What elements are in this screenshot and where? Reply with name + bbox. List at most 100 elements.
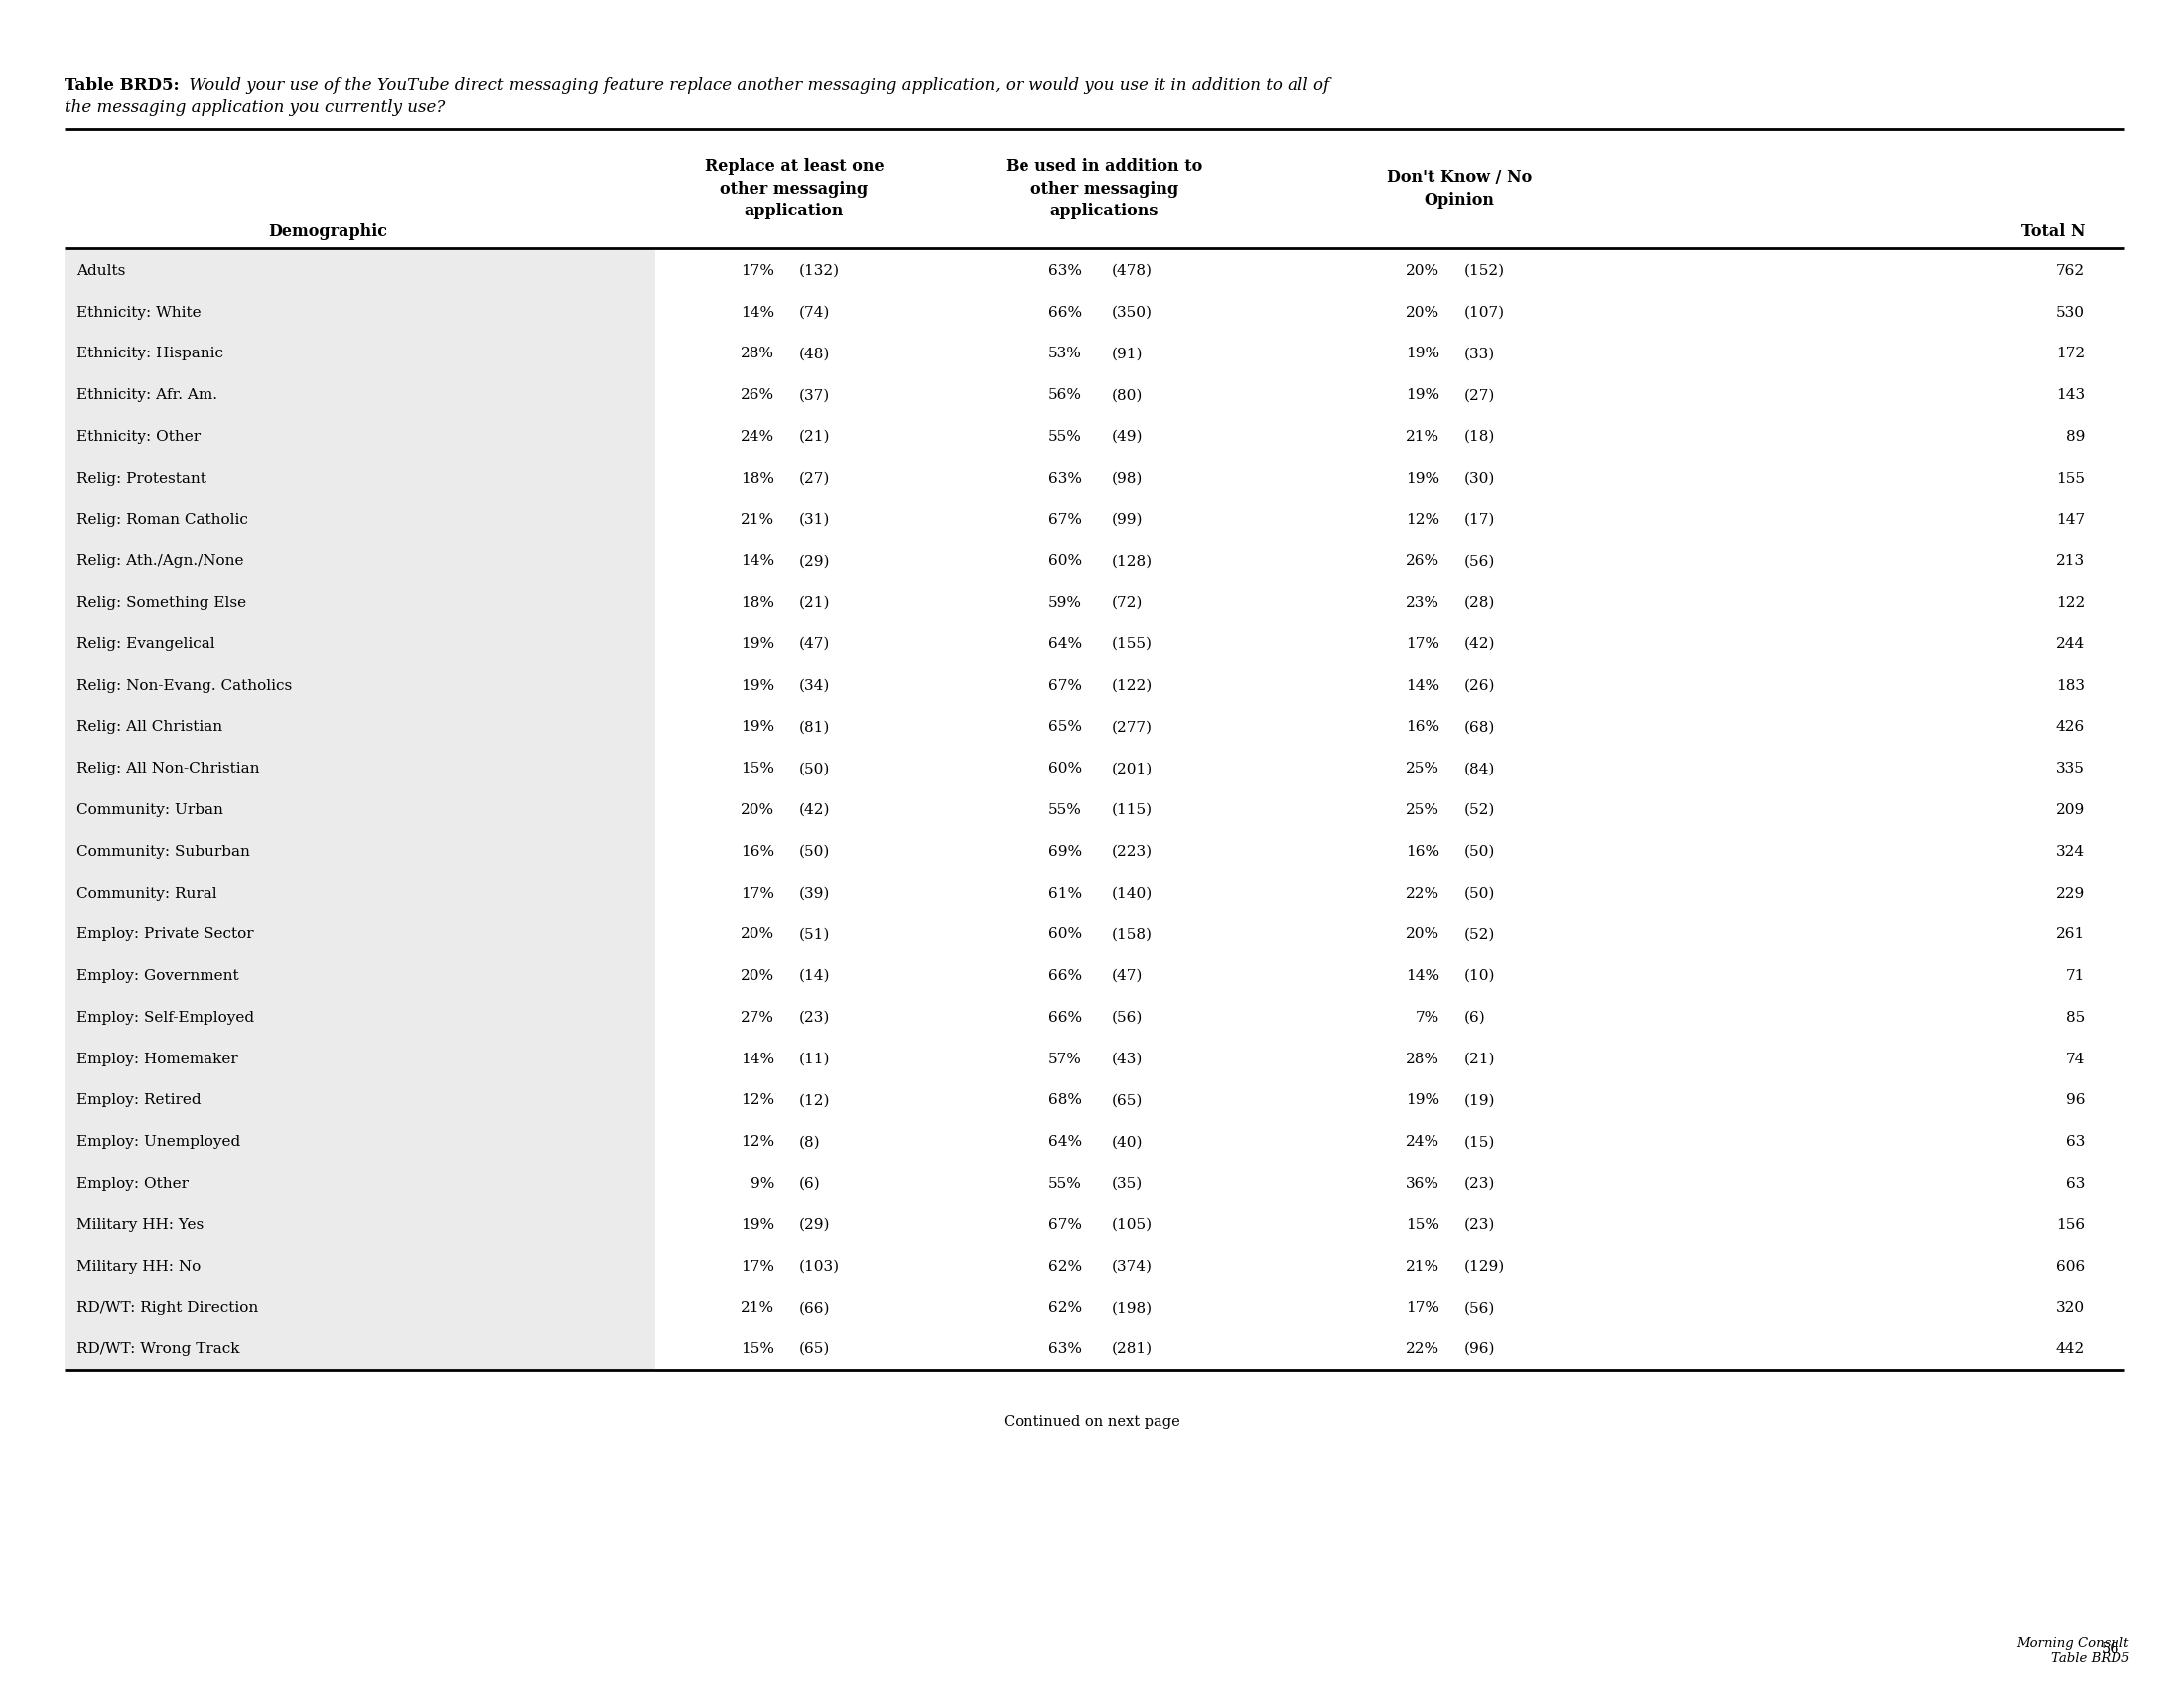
Text: 17%: 17%: [740, 1259, 775, 1273]
Text: Relig: Ath./Agn./None: Relig: Ath./Agn./None: [76, 554, 245, 569]
Text: (19): (19): [1463, 1094, 1496, 1107]
Text: (27): (27): [799, 471, 830, 486]
Text: (98): (98): [1112, 471, 1142, 486]
Text: 21%: 21%: [740, 513, 775, 527]
Text: (31): (31): [799, 513, 830, 527]
Text: 762: 762: [2055, 263, 2086, 279]
Bar: [66, 1328, 655, 1371]
Text: Table BRD5:: Table BRD5:: [66, 78, 179, 95]
Bar: [66, 375, 655, 417]
Text: (74): (74): [799, 306, 830, 319]
Bar: [66, 1246, 655, 1288]
Text: 69%: 69%: [1048, 844, 1081, 859]
Text: (29): (29): [799, 554, 830, 569]
Text: (115): (115): [1112, 803, 1153, 817]
Text: 62%: 62%: [1048, 1259, 1081, 1273]
Text: (56): (56): [1463, 554, 1496, 569]
Text: (43): (43): [1112, 1052, 1142, 1067]
Text: 26%: 26%: [740, 388, 775, 402]
Text: 67%: 67%: [1048, 1219, 1081, 1232]
Text: (39): (39): [799, 886, 830, 900]
Text: (42): (42): [1463, 638, 1496, 652]
Text: (158): (158): [1112, 928, 1153, 942]
Text: (99): (99): [1112, 513, 1142, 527]
Text: (140): (140): [1112, 886, 1153, 900]
Text: 156: 156: [2055, 1219, 2086, 1232]
Text: (65): (65): [1112, 1094, 1142, 1107]
Text: 19%: 19%: [740, 721, 775, 734]
Bar: [66, 1288, 655, 1328]
Text: 324: 324: [2055, 844, 2086, 859]
Text: (48): (48): [799, 348, 830, 361]
Text: 530: 530: [2055, 306, 2086, 319]
Text: 21%: 21%: [1406, 430, 1439, 444]
Bar: [66, 292, 655, 333]
Text: Be used in addition to
other messaging
applications: Be used in addition to other messaging a…: [1007, 159, 1203, 219]
Text: (68): (68): [1463, 721, 1496, 734]
Text: 213: 213: [2055, 554, 2086, 569]
Text: 15%: 15%: [740, 761, 775, 776]
Text: 55%: 55%: [1048, 430, 1081, 444]
Text: 147: 147: [2055, 513, 2086, 527]
Text: Relig: All Non-Christian: Relig: All Non-Christian: [76, 761, 260, 776]
Text: 55%: 55%: [1048, 803, 1081, 817]
Text: Community: Rural: Community: Rural: [76, 886, 216, 900]
Text: 63: 63: [2066, 1177, 2086, 1190]
Text: (33): (33): [1463, 348, 1496, 361]
Text: Would your use of the YouTube direct messaging feature replace another messaging: Would your use of the YouTube direct mes…: [183, 78, 1330, 95]
Bar: [66, 1121, 655, 1163]
Text: (17): (17): [1463, 513, 1496, 527]
Text: 183: 183: [2055, 679, 2086, 692]
Text: (42): (42): [799, 803, 830, 817]
Bar: [66, 707, 655, 748]
Text: Employ: Private Sector: Employ: Private Sector: [76, 928, 253, 942]
Text: 17%: 17%: [740, 263, 775, 279]
Text: 26%: 26%: [1406, 554, 1439, 569]
Text: 68%: 68%: [1048, 1094, 1081, 1107]
Text: Relig: Evangelical: Relig: Evangelical: [76, 638, 214, 652]
Text: Relig: Non-Evang. Catholics: Relig: Non-Evang. Catholics: [76, 679, 293, 692]
Text: 22%: 22%: [1406, 1342, 1439, 1357]
Bar: [66, 623, 655, 665]
Text: Replace at least one
other messaging
application: Replace at least one other messaging app…: [705, 159, 885, 219]
Text: 20%: 20%: [740, 969, 775, 982]
Text: (105): (105): [1112, 1219, 1153, 1232]
Text: Ethnicity: Other: Ethnicity: Other: [76, 430, 201, 444]
Bar: [66, 500, 655, 540]
Text: 66%: 66%: [1048, 969, 1081, 982]
Text: 335: 335: [2055, 761, 2086, 776]
Text: Employ: Homemaker: Employ: Homemaker: [76, 1052, 238, 1067]
Text: 61%: 61%: [1048, 886, 1081, 900]
Text: 261: 261: [2055, 928, 2086, 942]
Text: (103): (103): [799, 1259, 841, 1273]
Text: 24%: 24%: [740, 430, 775, 444]
Bar: [66, 417, 655, 457]
Text: Employ: Other: Employ: Other: [76, 1177, 188, 1190]
Bar: [66, 998, 655, 1038]
Text: (12): (12): [799, 1094, 830, 1107]
Text: 20%: 20%: [1406, 263, 1439, 279]
Text: 19%: 19%: [1406, 388, 1439, 402]
Text: 16%: 16%: [1406, 721, 1439, 734]
Text: (29): (29): [799, 1219, 830, 1232]
Text: 55%: 55%: [1048, 1177, 1081, 1190]
Text: 67%: 67%: [1048, 679, 1081, 692]
Text: 244: 244: [2055, 638, 2086, 652]
Bar: [66, 1163, 655, 1204]
Text: 14%: 14%: [740, 306, 775, 319]
Text: 19%: 19%: [1406, 348, 1439, 361]
Text: 172: 172: [2055, 348, 2086, 361]
Text: 20%: 20%: [1406, 928, 1439, 942]
Text: 17%: 17%: [1406, 638, 1439, 652]
Text: (49): (49): [1112, 430, 1142, 444]
Text: (47): (47): [799, 638, 830, 652]
Bar: [66, 250, 655, 292]
Text: Adults: Adults: [76, 263, 124, 279]
Text: (14): (14): [799, 969, 830, 982]
Text: 20%: 20%: [1406, 306, 1439, 319]
Text: (21): (21): [799, 596, 830, 609]
Text: 65%: 65%: [1048, 721, 1081, 734]
Text: (91): (91): [1112, 348, 1142, 361]
Text: (223): (223): [1112, 844, 1153, 859]
Text: (56): (56): [1112, 1011, 1142, 1025]
